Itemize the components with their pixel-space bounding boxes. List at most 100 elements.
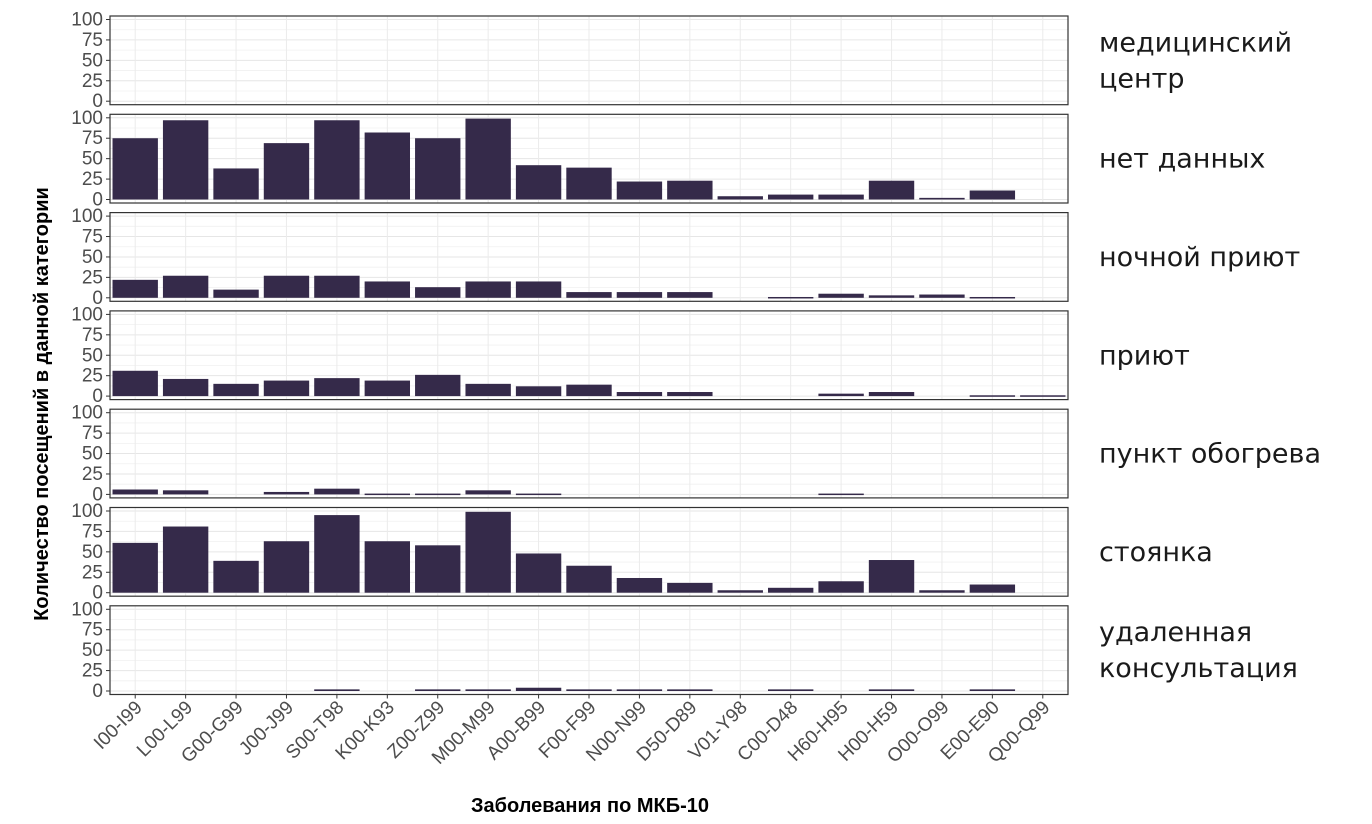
bar <box>767 587 814 593</box>
bar <box>364 380 411 397</box>
y-axis-title: Количество посещений в данной категории <box>31 187 53 621</box>
bar <box>616 689 663 691</box>
y-tick-label: 100 <box>71 10 103 31</box>
y-tick-label: 0 <box>92 386 103 407</box>
facet-label: ночной приют <box>1099 242 1300 273</box>
bar <box>415 493 461 496</box>
y-tick-label: 75 <box>82 620 103 641</box>
bar <box>364 132 411 200</box>
facet-panels: 0255075100медицинскийцентр0255075100нет … <box>71 10 1321 703</box>
bar <box>515 493 562 496</box>
bar <box>667 582 713 593</box>
bar <box>415 287 461 298</box>
facet-label: нет данных <box>1099 144 1265 175</box>
bar <box>213 560 259 593</box>
y-tick-label: 50 <box>82 50 103 71</box>
bar <box>515 281 562 298</box>
bar <box>919 590 965 593</box>
y-tick-label: 100 <box>71 108 103 129</box>
y-tick-label: 50 <box>82 149 103 170</box>
bar <box>919 294 965 298</box>
bar <box>465 281 511 298</box>
bar <box>162 490 209 495</box>
bar <box>717 196 763 200</box>
bar <box>515 165 562 200</box>
y-tick-label: 0 <box>92 583 103 604</box>
y-tick-label: 75 <box>82 521 103 542</box>
y-tick-label: 75 <box>82 227 103 248</box>
y-tick-label: 50 <box>82 640 103 661</box>
bar <box>112 370 158 397</box>
bar <box>969 296 1016 299</box>
bar <box>969 689 1016 691</box>
bar <box>263 275 310 298</box>
y-tick-label: 100 <box>71 304 103 325</box>
y-tick-label: 0 <box>92 681 103 702</box>
bar <box>263 143 310 200</box>
y-tick-label: 25 <box>82 169 103 190</box>
bar <box>263 491 310 495</box>
bar <box>415 374 461 397</box>
bar <box>667 392 713 397</box>
bar <box>1020 395 1066 397</box>
bar <box>263 541 310 593</box>
bar <box>515 687 562 691</box>
bar <box>868 392 915 397</box>
bar <box>818 581 864 593</box>
facet-label: пункт обогрева <box>1099 439 1321 470</box>
y-tick-label: 50 <box>82 247 103 268</box>
y-tick-label: 100 <box>71 599 103 620</box>
bar <box>314 689 360 691</box>
facet-label: консультация <box>1099 653 1298 684</box>
bar <box>667 180 713 200</box>
bar <box>314 488 360 495</box>
y-tick-label: 50 <box>82 345 103 366</box>
y-tick-label: 100 <box>71 206 103 227</box>
bar <box>465 511 511 593</box>
bar <box>868 180 915 200</box>
bar <box>969 584 1016 593</box>
bar <box>616 577 663 593</box>
bar <box>314 515 360 593</box>
bar <box>868 295 915 298</box>
y-tick-label: 75 <box>82 325 103 346</box>
bar <box>112 279 158 298</box>
y-tick-label: 50 <box>82 444 103 465</box>
y-tick-label: 0 <box>92 190 103 211</box>
bar <box>667 689 713 691</box>
y-tick-label: 100 <box>71 403 103 424</box>
bar <box>616 292 663 298</box>
bar <box>566 167 612 200</box>
bar <box>868 560 915 593</box>
facet-label: центр <box>1099 63 1185 94</box>
bar <box>969 190 1016 200</box>
bar <box>162 378 209 397</box>
y-tick-label: 25 <box>82 71 103 92</box>
bar <box>566 292 612 298</box>
bar <box>162 275 209 298</box>
x-tick-labels: I00-I99L00-L99G00-G99J00-J99S00-T98K00-K… <box>90 697 1054 769</box>
bar <box>818 293 864 298</box>
bar <box>213 168 259 200</box>
bar <box>616 392 663 397</box>
bar <box>767 689 814 691</box>
bar <box>717 590 763 593</box>
bar <box>364 281 411 298</box>
bar <box>868 689 915 691</box>
facet-label: приют <box>1099 340 1190 371</box>
bar <box>767 194 814 200</box>
y-tick-label: 25 <box>82 464 103 485</box>
y-tick-label: 75 <box>82 30 103 51</box>
y-tick-label: 25 <box>82 366 103 387</box>
y-tick-label: 25 <box>82 562 103 583</box>
bar <box>667 292 713 298</box>
x-axis-title: Заболевания по МКБ-10 <box>471 795 709 817</box>
bar <box>818 493 864 496</box>
